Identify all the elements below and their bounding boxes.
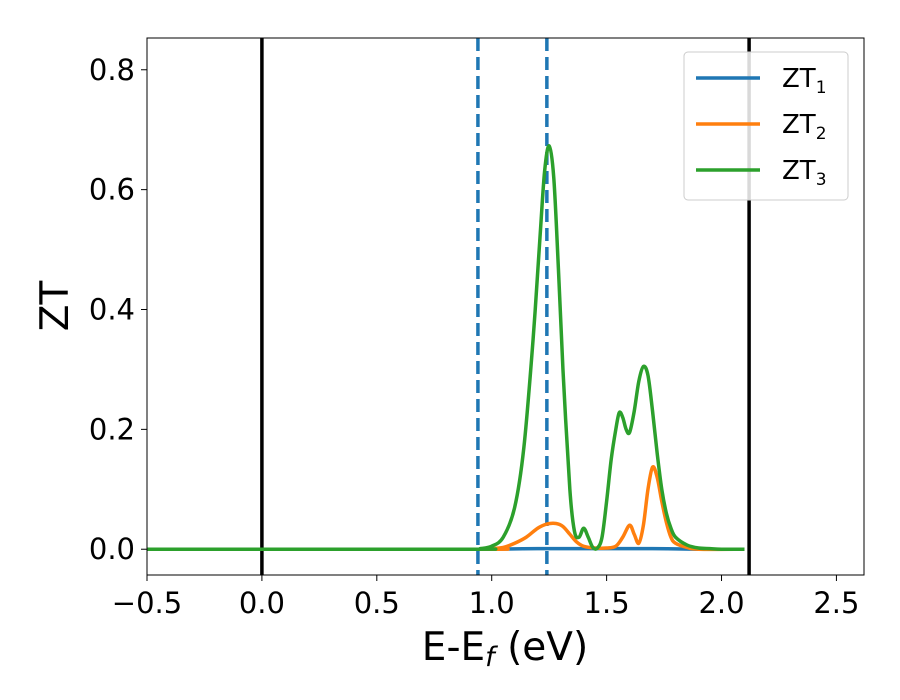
y-tick-label-2: 0.4	[89, 292, 135, 326]
x-axis-ticks: −0.5 0.0 0.5 1.0 1.5 2.0 2.5	[112, 575, 859, 620]
y-tick-label-1: 0.2	[89, 412, 135, 446]
x-tick-label-2: 0.5	[354, 586, 400, 620]
series-line-3	[146, 144, 745, 552]
x-axis-label: E-Ef (eV)	[422, 625, 588, 673]
x-tick-label-1: 0.0	[239, 586, 285, 620]
y-tick-label-0: 0.0	[89, 532, 135, 566]
y-tick-label-3: 0.6	[89, 173, 135, 207]
x-tick-label-5: 2.0	[698, 586, 744, 620]
x-tick-label-3: 1.0	[469, 586, 515, 620]
y-axis-ticks: 0.0 0.2 0.4 0.6 0.8	[89, 53, 147, 566]
legend-label-3: ZT3	[782, 156, 827, 190]
plot-area-frame	[146, 37, 865, 576]
x-tick-label-6: 2.5	[813, 586, 859, 620]
y-axis-label: ZT	[33, 281, 78, 332]
series-line-2	[146, 465, 745, 552]
legend-label-2: ZT2	[782, 110, 827, 144]
legend-label-1: ZT1	[782, 64, 827, 98]
x-tick-label-0: −0.5	[112, 586, 182, 620]
series-layer	[146, 144, 745, 552]
legend-box	[683, 51, 849, 201]
y-tick-label-4: 0.8	[89, 53, 135, 87]
x-tick-label-4: 1.5	[584, 586, 630, 620]
x-axis-label-unit: (eV)	[495, 625, 589, 670]
x-axis-label-main: E-E	[422, 625, 485, 670]
legend: ZT1 ZT2 ZT3	[683, 51, 849, 201]
